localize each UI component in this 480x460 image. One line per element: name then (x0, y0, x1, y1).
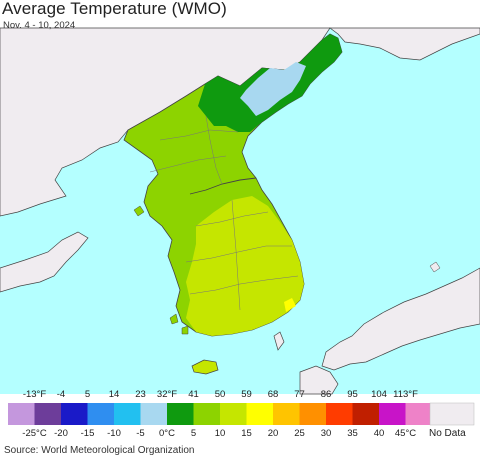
japan-land (321, 267, 480, 371)
western-islands (133, 205, 189, 335)
legend-f-label-5: 32°F (156, 389, 178, 400)
legend-c-label-7: 10 (214, 428, 226, 439)
korea-cold-patch (240, 62, 306, 116)
legend-c-label-11: 30 (320, 428, 332, 439)
legend-c-label-10: 25 (294, 428, 305, 439)
legend-f-label-4: 23 (135, 389, 146, 400)
legend-f-label-1: -4 (56, 389, 66, 400)
no-data-swatch (429, 402, 475, 426)
legend-f-label-8: 59 (241, 389, 252, 400)
legend-c-label-8: 15 (241, 428, 252, 439)
legend-c-label-13: 40 (373, 428, 385, 439)
legend-f-label-13: 104 (371, 389, 387, 400)
legend-f-label-11: 86 (320, 389, 332, 400)
legend-swatch-1 (34, 403, 62, 425)
page-title: Average Temperature (WMO) (2, 0, 227, 18)
legend-swatch-4 (114, 403, 141, 425)
province-lines (149, 115, 299, 311)
legend-c-label-2: -15 (80, 428, 95, 439)
jeju-island (191, 359, 219, 375)
korea-coastal-warm (284, 298, 296, 312)
legend-swatch-9 (246, 403, 274, 425)
legend-f-label-9: 68 (267, 389, 279, 400)
legend-swatch-13 (352, 403, 380, 425)
legend-swatch-15 (405, 403, 433, 425)
russia-land (328, 27, 480, 61)
legend-f-label-0: -13°F (22, 389, 47, 400)
kyushu-land (299, 365, 339, 395)
legend-c-label-3: -10 (107, 428, 121, 439)
legend-c-label-1: -20 (54, 428, 68, 439)
legend-c-label-0: -25°C (22, 428, 47, 439)
legend-swatch-5 (140, 403, 168, 425)
legend-c-label-4: -5 (136, 428, 145, 439)
legend-c-label-14: 45°C (394, 428, 417, 439)
legend-f-label-6: 41 (188, 389, 199, 400)
legend-f-label-14: 113°F (393, 389, 418, 400)
legend-f-label-7: 50 (214, 389, 226, 400)
legend-swatches (8, 403, 433, 425)
legend-swatch-14 (379, 403, 406, 425)
no-data-label: No Data (429, 428, 466, 439)
date-range: Nov. 4 - 10, 2024 (3, 20, 76, 31)
legend-f-label-10: 77 (294, 389, 305, 400)
legend-swatch-8 (220, 403, 247, 425)
shandong-land (0, 231, 89, 293)
legend-swatch-0 (8, 403, 35, 425)
legend-f-label-2: 5 (84, 389, 91, 400)
legend-c-label-6: 5 (190, 428, 197, 439)
legend-swatch-2 (61, 403, 88, 425)
legend-c-label-12: 35 (347, 428, 358, 439)
source-credit: Source: World Meteorological Organizatio… (4, 445, 195, 456)
legend-c-label-9: 20 (267, 428, 279, 439)
color-legend (8, 402, 475, 426)
legend-swatch-7 (193, 403, 221, 425)
legend-swatch-6 (167, 403, 194, 425)
legend-f-label-3: 14 (108, 389, 120, 400)
tsushima-land (273, 331, 285, 351)
legend-f-label-12: 95 (347, 389, 358, 400)
legend-c-label-5: 0°C (159, 428, 175, 439)
ulleung-island (429, 261, 441, 273)
legend-swatch-10 (273, 403, 300, 425)
korea-south-warm (186, 196, 304, 336)
legend-swatch-12 (326, 403, 353, 425)
legend-swatch-3 (87, 403, 115, 425)
legend-swatch-11 (299, 403, 327, 425)
